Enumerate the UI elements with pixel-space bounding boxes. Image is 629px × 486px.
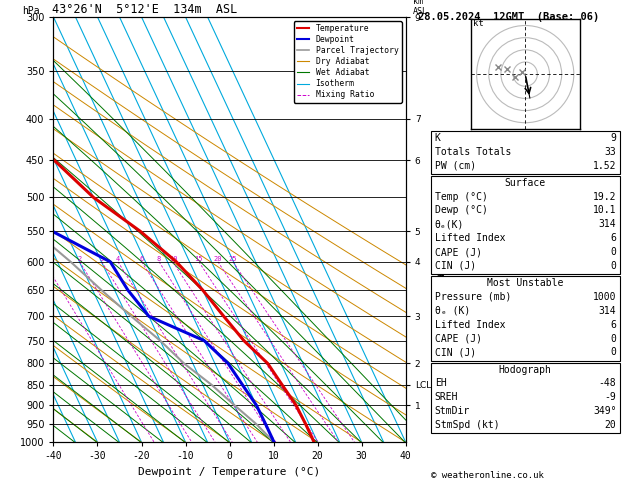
Text: PW (cm): PW (cm) [435,160,476,171]
Text: hPa: hPa [22,6,40,16]
Text: 9: 9 [611,133,616,143]
Text: Pressure (mb): Pressure (mb) [435,292,511,302]
Text: 8: 8 [157,256,161,262]
Text: CIN (J): CIN (J) [435,347,476,357]
Text: CAPE (J): CAPE (J) [435,247,482,257]
Text: © weatheronline.co.uk: © weatheronline.co.uk [431,471,543,480]
Text: K: K [435,133,440,143]
Text: 25: 25 [229,256,237,262]
Text: 28.05.2024  12GMT  (Base: 06): 28.05.2024 12GMT (Base: 06) [418,12,599,22]
Text: 6: 6 [611,320,616,330]
Text: 0: 0 [611,347,616,357]
Text: -9: -9 [604,392,616,402]
Text: CAPE (J): CAPE (J) [435,333,482,344]
Text: 43°26'N  5°12'E  134m  ASL: 43°26'N 5°12'E 134m ASL [52,3,237,16]
Text: θₑ (K): θₑ (K) [435,306,470,316]
Text: 314: 314 [599,219,616,229]
Text: 314: 314 [599,306,616,316]
Text: SREH: SREH [435,392,458,402]
Text: 4: 4 [116,256,120,262]
Text: Dewp (°C): Dewp (°C) [435,206,487,215]
Text: 3: 3 [99,256,104,262]
Text: 0: 0 [611,261,616,271]
Text: 20: 20 [604,420,616,430]
Text: Lifted Index: Lifted Index [435,233,505,243]
Text: 19.2: 19.2 [593,191,616,202]
Text: Lifted Index: Lifted Index [435,320,505,330]
Text: 2: 2 [77,256,82,262]
Text: 15: 15 [194,256,203,262]
Text: 0: 0 [611,333,616,344]
Text: kt: kt [473,18,484,28]
Text: Totals Totals: Totals Totals [435,147,511,156]
Text: Hodograph: Hodograph [499,364,552,375]
Text: 6: 6 [611,233,616,243]
Text: -48: -48 [599,379,616,388]
Text: Surface: Surface [504,178,546,188]
Text: 1.52: 1.52 [593,160,616,171]
Text: 6: 6 [140,256,144,262]
Text: Most Unstable: Most Unstable [487,278,564,288]
Text: 33: 33 [604,147,616,156]
Text: StmSpd (kt): StmSpd (kt) [435,420,499,430]
Text: CIN (J): CIN (J) [435,261,476,271]
Text: θₑ(K): θₑ(K) [435,219,464,229]
Text: 1000: 1000 [593,292,616,302]
Text: km
ASL: km ASL [413,0,428,16]
Legend: Temperature, Dewpoint, Parcel Trajectory, Dry Adiabat, Wet Adiabat, Isotherm, Mi: Temperature, Dewpoint, Parcel Trajectory… [294,21,402,103]
X-axis label: Dewpoint / Temperature (°C): Dewpoint / Temperature (°C) [138,467,321,477]
Text: 0: 0 [611,247,616,257]
Text: 20: 20 [214,256,222,262]
Text: Temp (°C): Temp (°C) [435,191,487,202]
Text: EH: EH [435,379,447,388]
Y-axis label: Mixing Ratio (g/kg): Mixing Ratio (g/kg) [436,178,445,281]
Text: 349°: 349° [593,406,616,416]
Text: 10: 10 [169,256,177,262]
Text: StmDir: StmDir [435,406,470,416]
Text: 10.1: 10.1 [593,206,616,215]
